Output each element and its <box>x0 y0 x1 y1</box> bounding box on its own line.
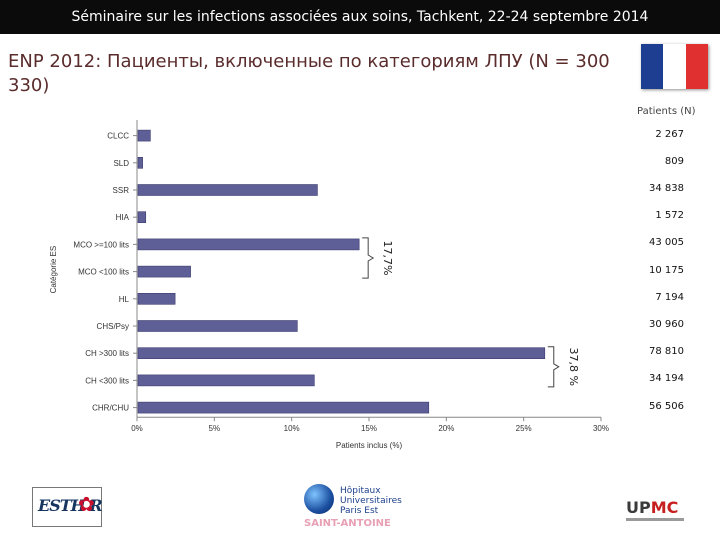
bar-9 <box>137 374 315 387</box>
x-tick-label-4: 20% <box>438 424 454 433</box>
upmc-logo-mc: MC <box>650 498 679 517</box>
category-label-0: CLCC <box>107 132 129 141</box>
x-tick-label-2: 10% <box>284 424 300 433</box>
bar-3 <box>137 211 147 223</box>
x-tick-label-3: 15% <box>361 424 377 433</box>
x-tick-label-5: 25% <box>516 424 532 433</box>
category-label-5: MCO <100 lits <box>78 268 129 277</box>
esther-logo-text: ESTH R <box>38 496 103 515</box>
patients-count-9: 34 194 <box>649 373 684 385</box>
x-tick-label-6: 30% <box>593 424 609 433</box>
bar-7 <box>137 320 298 332</box>
upmc-logo-text: UPMC <box>626 498 678 517</box>
bar-2 <box>137 184 318 196</box>
bar-5 <box>137 265 191 278</box>
category-label-9: CH <300 lits <box>85 376 129 385</box>
patients-count-6: 7 194 <box>655 291 684 303</box>
bar-10 <box>137 401 430 414</box>
patients-count-0: 2 267 <box>655 128 684 140</box>
category-label-3: HIA <box>116 213 130 222</box>
category-label-1: SLD <box>113 159 129 168</box>
flag-stripe-white <box>663 44 686 89</box>
aphp-logo-text: Hôpitaux Universitaires Paris Est <box>340 486 402 516</box>
bracket-label-0: 17,7% <box>381 241 394 276</box>
patients-count-4: 43 005 <box>649 237 684 249</box>
bar-4 <box>137 238 360 251</box>
bar-1 <box>137 157 143 169</box>
patients-count-1: 809 <box>664 155 684 167</box>
x-tick-label-0: 0% <box>131 424 143 433</box>
bar-8 <box>137 347 546 360</box>
upmc-logo-up: UP <box>626 498 651 517</box>
patients-count-2: 34 838 <box>649 183 684 194</box>
x-axis-title: Patients inclus (%) <box>336 441 403 450</box>
patients-count-3: 1 572 <box>655 210 684 222</box>
aphp-line-2: Universitaires <box>340 496 402 506</box>
flag-stripe-blue <box>641 44 664 89</box>
esther-logo-frame <box>32 487 102 527</box>
bar-0 <box>137 129 151 142</box>
bracket-0 <box>362 237 375 279</box>
category-label-8: CH >300 lits <box>85 349 129 358</box>
patients-column-header: Patients (N) <box>637 106 696 117</box>
ribbon-icon: ✿ <box>78 494 95 516</box>
bracket-label-1: 37,8 % <box>567 348 580 386</box>
aphp-site-name: SAINT-ANTOINE <box>304 518 391 529</box>
patients-count-8: 78 810 <box>649 346 684 358</box>
category-label-2: SSR <box>113 186 130 195</box>
y-axis-title: Catégorie ES <box>49 246 58 294</box>
patients-count-5: 10 175 <box>649 264 684 276</box>
category-label-4: MCO >=100 lits <box>73 240 129 249</box>
patients-count-10: 56 506 <box>649 400 684 412</box>
aphp-line-3: Paris Est <box>340 506 379 516</box>
upmc-logo: UPMC <box>626 498 696 528</box>
france-flag-icon <box>641 44 708 89</box>
patients-count-7: 30 960 <box>649 319 684 330</box>
category-label-10: CHR/CHU <box>92 404 129 413</box>
esther-logo: ESTH R ✿ <box>32 487 103 527</box>
globe-icon <box>304 484 334 514</box>
category-label-6: HL <box>119 295 130 304</box>
bracket-1 <box>547 346 560 388</box>
category-label-7: CHS/Psy <box>97 322 129 331</box>
flag-stripe-red <box>685 44 708 89</box>
upmc-logo-underline <box>626 518 684 521</box>
slide-title: ENP 2012: Пациенты, включенные по катего… <box>8 50 628 98</box>
aphp-logo: Hôpitaux Universitaires Paris Est SAINT-… <box>302 484 412 536</box>
aphp-line-1: Hôpitaux <box>340 486 381 496</box>
slide-title-line-1: ENP 2012: Пациенты, включенные по катего… <box>8 51 610 72</box>
x-tick-label-1: 5% <box>209 424 221 433</box>
bar-6 <box>137 292 176 305</box>
slide-title-line-2: 330) <box>8 75 50 96</box>
seminar-banner: Séminaire sur les infections associées a… <box>0 0 720 34</box>
